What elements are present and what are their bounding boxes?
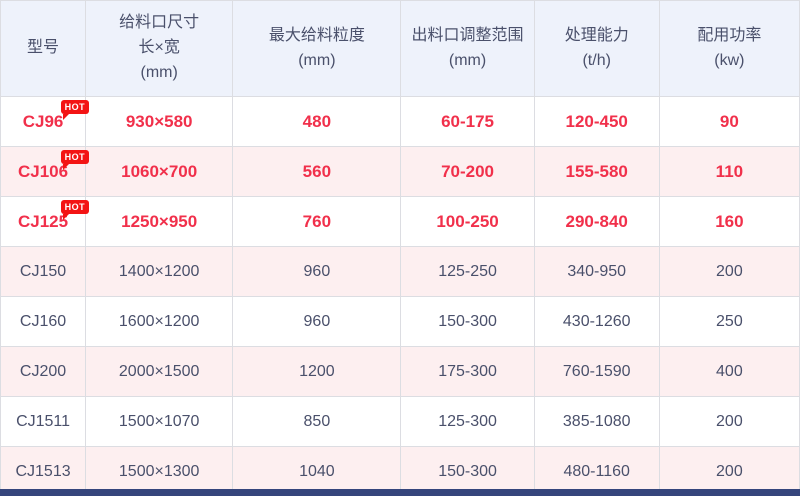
table-row-cj150: CJ150 1400×1200 960 125-250 340-950 200 <box>0 246 800 297</box>
table-row-cj160: CJ160 1600×1200 960 150-300 430-1260 250 <box>0 296 800 347</box>
cell-power: 250 <box>658 296 800 347</box>
cell-power: 110 <box>658 146 800 197</box>
table-row-cj125: CJ125 HOT 1250×950 760 100-250 290-840 160 <box>0 196 800 247</box>
cell-capacity: 290-840 <box>533 196 660 247</box>
cell-capacity: 385-1080 <box>533 396 660 447</box>
cell-discharge_range: 125-300 <box>400 396 535 447</box>
table-body: CJ96 HOT 930×580 480 60-175 120-450 90 CJ106 HOT… <box>0 96 800 496</box>
header-line: 配用功率 <box>697 26 762 44</box>
header-cell-model: 型号 <box>0 0 87 97</box>
cell-power: 200 <box>658 396 800 447</box>
header-line: 给料口尺寸 <box>119 14 200 32</box>
cell-feed_opening: 2000×1500 <box>85 346 234 397</box>
cell-model[interactable]: CJ96 HOT <box>0 96 90 147</box>
cell-power: 160 <box>658 196 800 247</box>
header-line: (mm) <box>140 63 178 81</box>
model-label: CJ1511 <box>16 412 71 430</box>
cell-power: 200 <box>658 446 800 496</box>
hot-badge: HOT <box>60 150 90 170</box>
cell-feed_opening: 1400×1200 <box>85 246 234 297</box>
cell-feed_opening: 1060×700 <box>85 146 234 197</box>
cell-model: CJ150 <box>0 246 87 297</box>
table-row-cj96: CJ96 HOT 930×580 480 60-175 120-450 90 <box>0 96 800 147</box>
header-line: (kw) <box>714 51 745 69</box>
header-line: (mm) <box>298 51 336 69</box>
table-row-cj1511: CJ1511 1500×1070 850 125-300 385-1080 200 <box>0 396 800 447</box>
model-label: CJ200 <box>19 362 67 380</box>
cell-capacity: 480-1160 <box>533 446 660 496</box>
cell-max_feed_size: 480 <box>232 96 402 147</box>
cell-max_feed_size: 1200 <box>232 346 402 397</box>
header-cell-feed_opening: 给料口尺寸长×宽 (mm) <box>85 0 234 97</box>
header-line: 最大给料粒度 <box>268 26 365 44</box>
cell-feed_opening: 930×580 <box>85 96 234 147</box>
bottom-accent-bar <box>0 489 800 496</box>
cell-feed_opening: 1500×1070 <box>85 396 234 447</box>
cell-feed_opening: 1250×950 <box>85 196 234 247</box>
header-cell-power: 配用功率 (kw) <box>658 0 800 97</box>
cell-discharge_range: 150-300 <box>400 296 535 347</box>
header-cell-discharge_range: 出料口调整范围 (mm) <box>400 0 535 97</box>
header-line: 长×宽 <box>138 39 180 57</box>
hot-badge: HOT <box>60 100 90 120</box>
table-row-cj106: CJ106 HOT 1060×700 560 70-200 155-580 110 <box>0 146 800 197</box>
model-label: CJ96 <box>22 111 64 131</box>
cell-model: CJ200 <box>0 346 87 397</box>
cell-model: CJ1511 <box>0 396 87 447</box>
cell-max_feed_size: 850 <box>232 396 402 447</box>
hot-badge: HOT <box>60 200 90 220</box>
cell-model[interactable]: CJ125 HOT <box>0 196 90 247</box>
cell-capacity: 155-580 <box>533 146 660 197</box>
cell-discharge_range: 70-200 <box>400 146 535 197</box>
header-cell-capacity: 处理能力 (t/h) <box>533 0 660 97</box>
cell-max_feed_size: 560 <box>232 146 402 197</box>
cell-capacity: 340-950 <box>533 246 660 297</box>
table-row-cj200: CJ200 2000×1500 1200 175-300 760-1590 400 <box>0 346 800 397</box>
cell-discharge_range: 60-175 <box>400 96 535 147</box>
header-line: 处理能力 <box>564 26 629 44</box>
cell-discharge_range: 150-300 <box>400 446 535 496</box>
cell-power: 90 <box>658 96 800 147</box>
model-label: CJ150 <box>19 262 67 280</box>
header-row: 型号 给料口尺寸长×宽 (mm) 最大给料粒度 (mm) 出料口调整范围 (mm) 处理能力 (… <box>0 0 800 97</box>
header-line: 型号 <box>27 39 60 57</box>
cell-max_feed_size: 960 <box>232 246 402 297</box>
model-label: CJ160 <box>19 312 67 330</box>
header-line: 出料口调整范围 <box>411 26 524 44</box>
table-header: 型号 给料口尺寸长×宽 (mm) 最大给料粒度 (mm) 出料口调整范围 (mm) 处理能力 (… <box>0 0 800 97</box>
table-row-cj1513: CJ1513 1500×1300 1040 150-300 480-1160 200 <box>0 446 800 496</box>
cell-model: CJ160 <box>0 296 87 347</box>
header-line: (t/h) <box>582 51 611 69</box>
cell-discharge_range: 100-250 <box>400 196 535 247</box>
cell-discharge_range: 175-300 <box>400 346 535 397</box>
header-line: (mm) <box>448 51 487 69</box>
cell-power: 200 <box>658 246 800 297</box>
cell-max_feed_size: 960 <box>232 296 402 347</box>
model-label: CJ1513 <box>15 462 71 480</box>
cell-capacity: 430-1260 <box>533 296 660 347</box>
cell-model: CJ1513 <box>0 446 87 496</box>
cell-discharge_range: 125-250 <box>400 246 535 297</box>
model-label: CJ125 <box>17 211 69 231</box>
cell-model[interactable]: CJ106 HOT <box>0 146 90 197</box>
cell-max_feed_size: 760 <box>232 196 402 247</box>
header-cell-max_feed_size: 最大给料粒度 (mm) <box>232 0 402 97</box>
cell-capacity: 120-450 <box>533 96 660 147</box>
cell-power: 400 <box>658 346 800 397</box>
cell-feed_opening: 1600×1200 <box>85 296 234 347</box>
model-label: CJ106 <box>17 161 69 181</box>
cell-capacity: 760-1590 <box>533 346 660 397</box>
